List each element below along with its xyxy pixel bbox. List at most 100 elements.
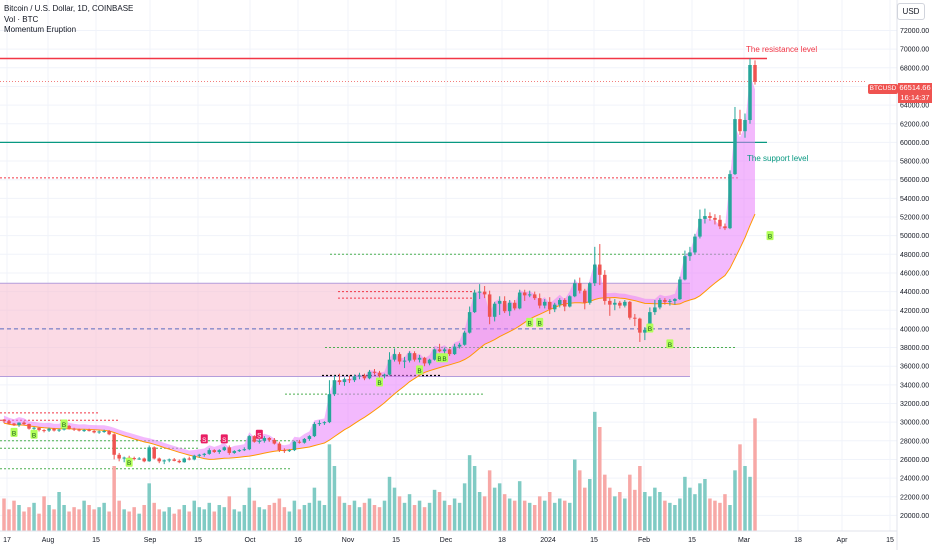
volume-bar: [277, 498, 282, 531]
volume-bar: [207, 502, 212, 531]
candle-body: [32, 427, 36, 429]
time-tick-label: 18: [794, 537, 802, 544]
volume-bar: [232, 509, 237, 531]
volume-bar: [578, 470, 582, 531]
time-tick-label: 15: [392, 537, 400, 544]
candle-body: [427, 359, 432, 364]
candle-body: [638, 318, 642, 333]
time-tick-label: Dec: [440, 537, 453, 544]
candle-body: [12, 423, 16, 425]
candle-body: [137, 458, 141, 460]
volume-bar: [452, 498, 457, 531]
candle-body: [432, 349, 437, 360]
volume-bar: [457, 502, 462, 531]
volume-bar: [437, 492, 442, 531]
signal-marker-label: B: [12, 430, 16, 437]
candle-body: [743, 120, 747, 132]
candle-body: [322, 422, 327, 424]
candle-body: [37, 427, 41, 431]
signal-marker-label: B: [377, 380, 381, 387]
volume-bar: [257, 507, 262, 531]
candle-body: [472, 292, 477, 313]
volume-bar: [673, 505, 677, 531]
candle-body: [392, 354, 397, 360]
volume-bar: [688, 487, 692, 531]
currency-button[interactable]: USD: [897, 3, 925, 20]
candle-body: [262, 438, 267, 441]
time-tick-label: 18: [498, 537, 506, 544]
legend-symbol[interactable]: Bitcoin / U.S. Dollar, 1D, COINBASE: [4, 4, 134, 13]
volume-bar: [7, 509, 11, 531]
candle-body: [452, 346, 457, 355]
support-label: The support level: [747, 154, 809, 163]
volume-bar: [202, 509, 207, 531]
volume-bar: [52, 509, 56, 531]
volume-bar: [517, 481, 522, 531]
candle-body: [673, 299, 677, 301]
candle-body: [337, 380, 342, 383]
legend-volume[interactable]: Vol · BTC: [4, 14, 39, 24]
price-tick-label: 28000.00: [900, 438, 929, 445]
price-tick-label: 36000.00: [900, 364, 929, 371]
candle-body: [232, 451, 237, 453]
candle-body: [492, 303, 497, 317]
candle-body: [192, 455, 197, 460]
volume-bar: [728, 505, 732, 531]
volume-bar: [583, 487, 587, 531]
volume-bar: [62, 505, 66, 531]
volume-bar: [492, 487, 497, 531]
volume-bar: [267, 505, 272, 531]
candle-body: [568, 296, 572, 307]
bar-countdown: 16:14:37: [900, 93, 930, 102]
candle-body: [507, 302, 512, 312]
candle-body: [542, 301, 547, 306]
candle-body: [593, 264, 597, 284]
signal-marker-label: B: [538, 320, 542, 327]
candle-body: [162, 460, 166, 462]
price-tick-label: 60000.00: [900, 140, 929, 147]
candle-body: [552, 304, 557, 310]
candle-body: [2, 419, 6, 422]
candle-body: [317, 423, 322, 425]
volume-bar: [102, 502, 106, 531]
volume-bar: [32, 502, 36, 531]
candle-body: [132, 458, 136, 460]
volume-bar: [482, 496, 487, 531]
volume-bar: [618, 492, 622, 531]
price-tick-label: 46000.00: [900, 270, 929, 277]
volume-bar: [407, 494, 412, 531]
candle-body: [377, 372, 382, 376]
volume-bar: [252, 500, 257, 531]
candle-body: [22, 422, 26, 425]
candle-body: [87, 430, 91, 432]
price-tick-label: 64000.00: [900, 103, 929, 110]
volume-bar: [387, 476, 392, 531]
volume-bar: [372, 505, 377, 531]
signal-marker-label: B: [417, 368, 421, 375]
legend-indicator[interactable]: Momentum Eruption: [4, 25, 77, 34]
price-tick-label: 38000.00: [900, 345, 929, 352]
price-tick-label: 34000.00: [900, 382, 929, 389]
volume-bar: [172, 513, 176, 531]
candle-body: [172, 459, 176, 461]
last-price-tag: 66514.66 16:14:37: [898, 83, 932, 103]
candle-body: [47, 428, 51, 431]
candle-body: [197, 454, 202, 456]
candle-body: [122, 457, 126, 459]
volume-bar: [292, 500, 297, 531]
volume-bar: [547, 492, 552, 531]
volume-bar: [67, 511, 71, 531]
price-tick-label: 62000.00: [900, 121, 929, 128]
volume-bar: [192, 500, 197, 531]
price-tick-label: 40000.00: [900, 326, 929, 333]
candle-body: [663, 299, 667, 302]
candle-body: [618, 302, 622, 306]
volume-bar: [703, 479, 707, 531]
volume-bar: [743, 466, 747, 531]
volume-bar: [723, 494, 727, 531]
volume-bar: [307, 502, 312, 531]
volume-bar: [422, 507, 427, 531]
candle-body: [653, 307, 657, 313]
